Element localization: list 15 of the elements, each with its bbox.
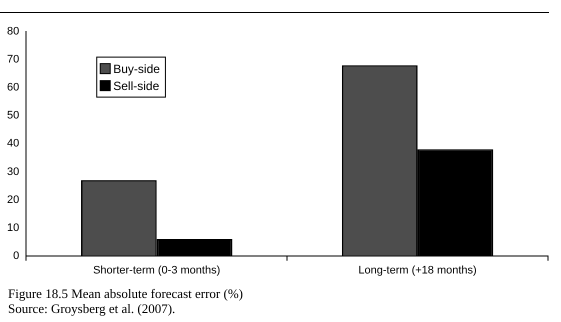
y-tick-label: 0 — [13, 250, 20, 262]
y-tick-label: 50 — [6, 110, 20, 122]
y-tick-label: 10 — [6, 222, 20, 234]
x-tick-label: Shorter-term (0-3 months) — [93, 264, 220, 276]
y-tick-label: 60 — [6, 82, 20, 94]
legend-label: Sell-side — [113, 78, 160, 93]
source-note: Source: Groysberg et al. (2007). — [8, 301, 176, 316]
text: Figure 18.5 Mean absolute forecast error (%) — [8, 286, 243, 301]
y-tick-label: 80 — [6, 26, 20, 38]
y-tick-label: 30 — [6, 166, 20, 178]
legend-label: Buy-side — [113, 62, 160, 76]
y-tick-label: 40 — [6, 138, 20, 150]
y-tick-label: 70 — [6, 54, 20, 66]
y-tick-label: 20 — [6, 194, 20, 206]
x-tick-label: Long-term (+18 months) — [358, 264, 477, 276]
